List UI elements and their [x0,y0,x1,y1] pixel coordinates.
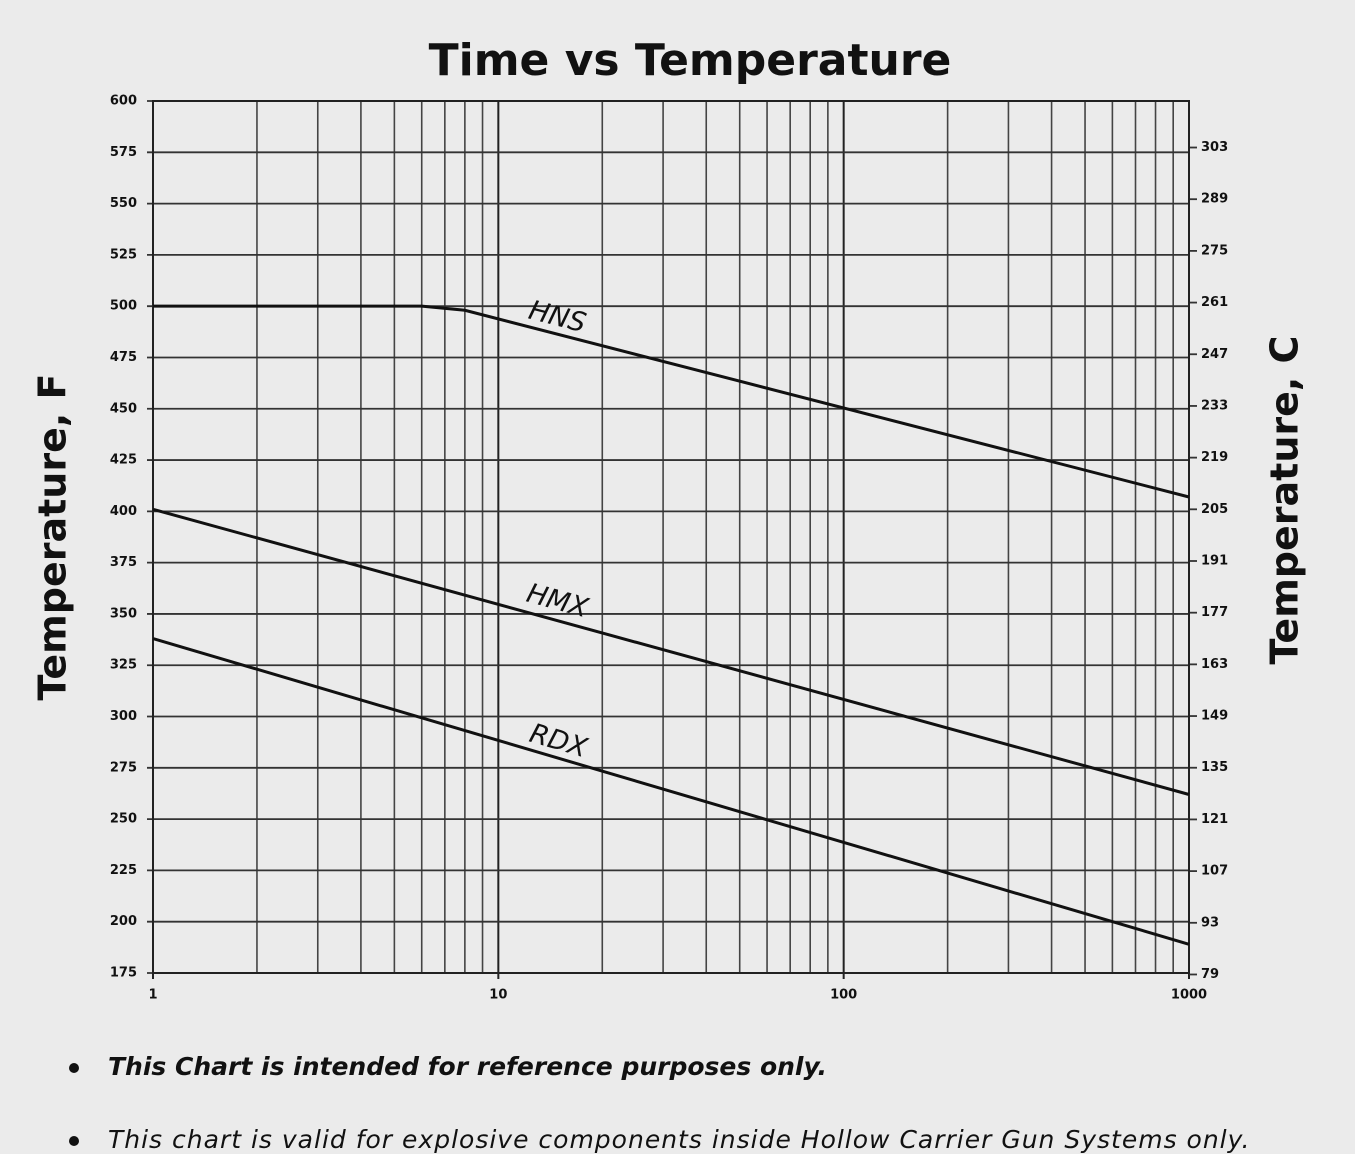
y2-tick-label: 177 [1201,605,1228,620]
x-tick-label: 1000 [1171,988,1207,1003]
y2-tick-label: 135 [1201,760,1228,775]
y2-tick-label: 289 [1201,192,1228,207]
y-tick-label: 425 [110,453,137,468]
y-tick-label: 600 [110,94,137,109]
y2-tick-label: 107 [1201,864,1228,879]
y-tick-label: 525 [110,247,137,262]
y2-tick-label: 93 [1201,915,1219,930]
y2-tick-label: 275 [1201,243,1228,258]
plot-frame [152,100,1190,974]
y-tick-label: 450 [110,401,137,416]
y-axis-label: Temperature, F [31,374,75,701]
y-tick-label: 325 [110,658,137,673]
y2-tick-label: 79 [1201,967,1219,982]
y2-tick-label: 219 [1201,450,1228,465]
bullet [69,1063,79,1073]
y2-tick-label: 191 [1201,553,1228,568]
y2-tick-label: 233 [1201,398,1228,413]
note: This Chart is intended for reference pur… [108,1052,827,1081]
y-tick-label: 550 [110,196,137,211]
y2-tick-label: 261 [1201,295,1228,310]
bullet [69,1136,79,1146]
series-line [152,637,1190,946]
y2-axis-label: Temperature, C [1263,336,1307,665]
y-tick-label: 250 [110,812,137,827]
y2-tick-label: 121 [1201,812,1228,827]
y-tick-label: 300 [110,709,137,724]
y-tick-label: 400 [110,504,137,519]
x-tick-label: 10 [489,988,507,1003]
y-tick-label: 500 [110,299,137,314]
y-tick-label: 225 [110,863,137,878]
y2-tick-label: 163 [1201,657,1228,672]
chart-title: Time vs Temperature [429,35,952,86]
y-tick-label: 350 [110,606,137,621]
y-tick-label: 275 [110,760,137,775]
y-tick-label: 200 [110,914,137,929]
x-tick-label: 1 [148,988,157,1003]
series-line [152,507,1190,796]
y2-tick-label: 149 [1201,709,1228,724]
y-tick-label: 175 [110,966,137,981]
y-tick-label: 475 [110,350,137,365]
x-tick-label: 100 [830,988,857,1003]
series-line [153,304,1190,499]
y2-tick-label: 205 [1201,502,1228,517]
note: This chart is valid for explosive compon… [108,1125,1250,1154]
y2-tick-label: 303 [1201,140,1228,155]
y-tick-label: 575 [110,145,137,160]
y2-tick-label: 247 [1201,347,1228,362]
y-tick-label: 375 [110,555,137,570]
